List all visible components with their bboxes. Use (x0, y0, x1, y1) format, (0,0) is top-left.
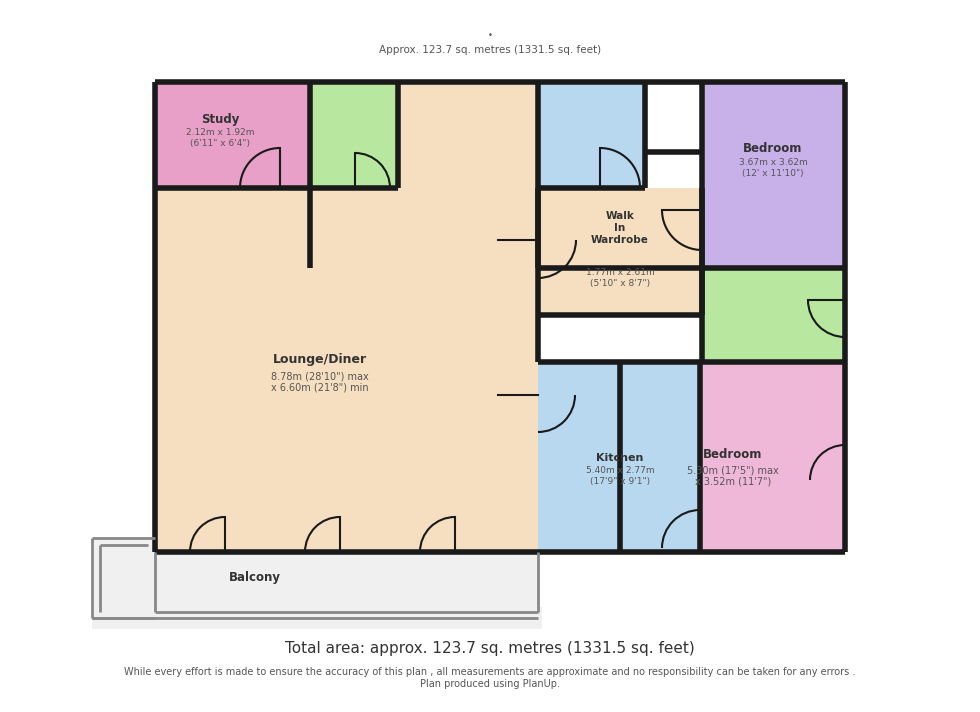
Text: 8.78m (28'10") max
x 6.60m (21'8") min: 8.78m (28'10") max x 6.60m (21'8") min (271, 371, 368, 393)
Text: 2.12m x 1.92m
(6'11" x 6'4"): 2.12m x 1.92m (6'11" x 6'4") (186, 128, 254, 147)
Bar (155, 552, 538, 607)
Text: Kitchen: Kitchen (596, 453, 644, 463)
Bar (155, 188, 538, 552)
Text: Study: Study (201, 113, 239, 127)
Bar (155, 82, 538, 188)
Text: Bedroom: Bedroom (704, 449, 762, 461)
Text: 5.30m (17'5") max
x 3.52m (11'7"): 5.30m (17'5") max x 3.52m (11'7") (687, 465, 779, 487)
Text: •: • (488, 31, 492, 39)
Text: Total area: approx. 123.7 sq. metres (1331.5 sq. feet): Total area: approx. 123.7 sq. metres (13… (285, 641, 695, 656)
Text: Balcony: Balcony (229, 570, 281, 584)
Bar (538, 188, 702, 315)
Text: Approx. 123.7 sq. metres (1331.5 sq. feet): Approx. 123.7 sq. metres (1331.5 sq. fee… (379, 45, 601, 55)
Text: Lounge/Diner: Lounge/Diner (273, 353, 368, 367)
Text: Walk
In
Wardrobe: Walk In Wardrobe (591, 211, 649, 245)
Text: 1.77m x 2.61m
(5'10" x 8'7"): 1.77m x 2.61m (5'10" x 8'7") (586, 268, 655, 288)
Bar (538, 82, 645, 188)
Bar (702, 82, 845, 268)
Bar (310, 82, 398, 188)
Bar (620, 362, 845, 552)
Bar (92, 538, 155, 607)
Text: Bedroom: Bedroom (743, 142, 803, 155)
Bar (92, 607, 542, 629)
Text: While every effort is made to ensure the accuracy of this plan , all measurement: While every effort is made to ensure the… (124, 667, 856, 689)
Bar (155, 82, 310, 188)
Bar (538, 362, 700, 552)
Bar (538, 268, 702, 315)
Text: 5.40m x 2.77m
(17'9" x 9'1"): 5.40m x 2.77m (17'9" x 9'1") (586, 466, 655, 486)
Bar (702, 268, 845, 362)
Text: 3.67m x 3.62m
(12' x 11'10"): 3.67m x 3.62m (12' x 11'10") (739, 158, 808, 178)
